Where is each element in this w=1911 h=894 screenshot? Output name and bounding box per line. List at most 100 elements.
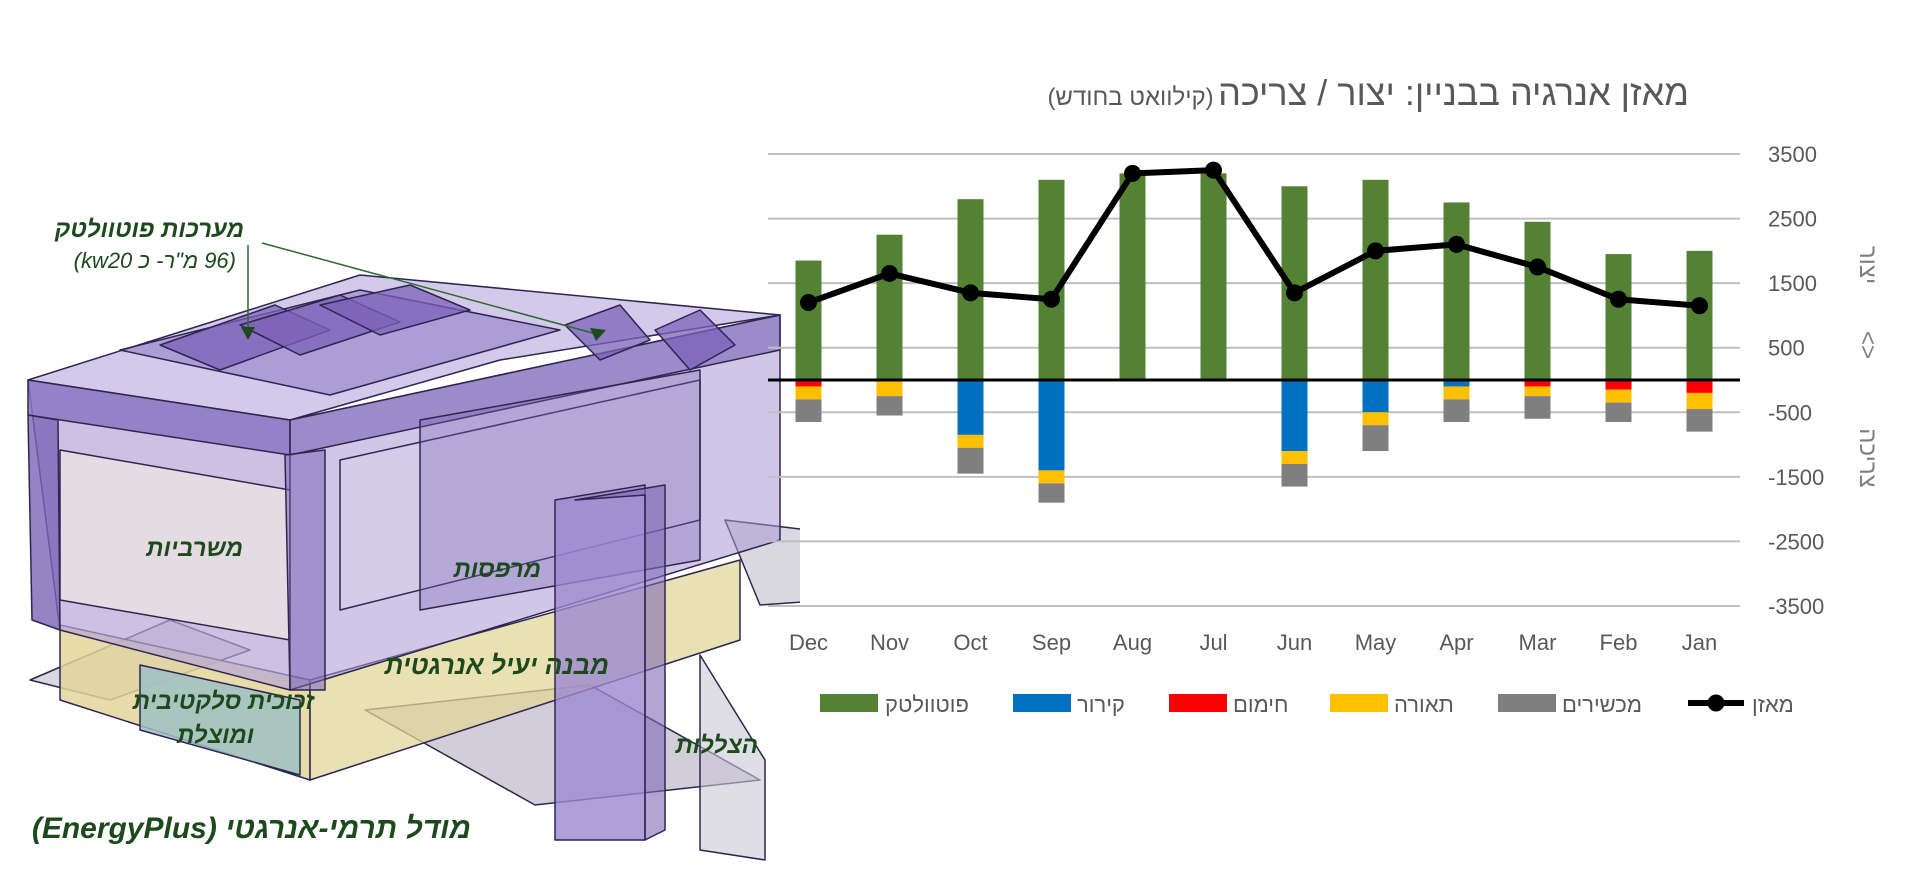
x-tick-labels: Dec Nov Oct Sep Aug Jul Jun May Apr Mar Feb Jan	[789, 630, 1717, 655]
y-tick-labels: 3500 2500 1500 500 -500 -1500 -2500 -3500	[1768, 142, 1824, 619]
y-tick-label: -500	[1768, 400, 1812, 425]
balance-line	[807, 167, 1700, 309]
y-tick-label: -3500	[1768, 594, 1824, 619]
bar-segment	[795, 260, 822, 380]
bar-segment	[1686, 250, 1713, 380]
efficient-building-label: מבנה יעיל אנרגטית	[384, 650, 609, 680]
x-tick-label: May	[1355, 630, 1397, 655]
legend-label: פוטוולטק	[885, 692, 969, 717]
y-axis-label-middle: <>	[1854, 331, 1881, 359]
glazing-label-line1: זכוכית סלקטיבית	[132, 688, 314, 715]
bar-segment	[957, 447, 984, 474]
x-tick-label: Dec	[789, 630, 828, 655]
bar-segment	[1038, 380, 1065, 471]
chart-title-main: מאזן אנרגיה בבניין: יצור / צריכה	[1218, 72, 1689, 113]
bar-segment	[876, 380, 903, 397]
bar-segment	[795, 380, 822, 387]
bar-segment	[795, 386, 822, 400]
bar-segment	[1038, 470, 1065, 484]
balance-point	[1286, 284, 1303, 302]
legend-label: מכשירים	[1562, 692, 1642, 717]
balconies-label: מרפסות	[453, 556, 541, 583]
bar-segment	[1524, 386, 1551, 397]
building-model-illustration	[27, 242, 800, 861]
model-title: מודל תרמי-אנרגטי (EnergyPlus)	[31, 812, 471, 845]
balance-point	[1205, 161, 1222, 179]
balance-point	[1448, 235, 1465, 253]
y-tick-label: -1500	[1768, 465, 1824, 490]
y-tick-label: 2500	[1768, 207, 1817, 232]
bar-segment	[957, 380, 984, 435]
legend-swatch	[1498, 694, 1556, 712]
bar-segment	[1605, 402, 1632, 422]
shading-label: הצללות	[675, 732, 758, 759]
balance-point	[881, 264, 898, 282]
x-tick-label: Jul	[1199, 630, 1227, 655]
bar-segment	[1686, 380, 1713, 393]
bar-segment	[795, 399, 822, 422]
bar-segment	[1443, 202, 1470, 380]
legend-swatch	[1169, 694, 1227, 712]
y-axis-label-top: יצור	[1854, 246, 1881, 284]
bar-segment	[1362, 425, 1389, 452]
bar-segment	[876, 234, 903, 380]
balance-point	[1124, 164, 1141, 182]
bar-segment	[1605, 389, 1632, 403]
bar-segment	[1443, 399, 1470, 422]
x-tick-label: Feb	[1600, 630, 1638, 655]
bar-segment	[1443, 386, 1470, 400]
bar-segment	[1605, 380, 1632, 390]
balance-point	[1367, 242, 1384, 260]
x-tick-label: Sep	[1032, 630, 1071, 655]
glazing-label-line2: ומוצלת	[177, 722, 254, 749]
balance-point	[1043, 290, 1060, 308]
legend: פוטוולטק קירור חימום תאורה מכשירים מאזן	[820, 692, 1794, 717]
bar-segment	[1362, 380, 1389, 413]
x-tick-label: Aug	[1113, 630, 1152, 655]
balance-line-group	[800, 161, 1708, 315]
bar-segment	[1038, 179, 1065, 380]
balance-point	[1691, 297, 1708, 315]
legend-swatch-marker	[1707, 694, 1725, 712]
bar-segment	[1281, 451, 1308, 464]
pv-label: מערכות פוטוולטק	[54, 216, 244, 243]
y-tick-label: 1500	[1768, 271, 1817, 296]
bar-segment	[1281, 463, 1308, 487]
legend-swatch	[820, 694, 878, 712]
legend-label: חימום	[1233, 692, 1289, 717]
x-tick-label: Apr	[1439, 630, 1473, 655]
bar-segment	[1686, 409, 1713, 432]
balance-point	[962, 284, 979, 302]
bars-group	[795, 173, 1713, 503]
bar-segment	[1524, 221, 1551, 380]
x-tick-label: Nov	[870, 630, 909, 655]
bar-segment	[1443, 380, 1470, 387]
bar-segment	[1119, 173, 1146, 380]
bar-segment	[876, 396, 903, 416]
x-tick-label: Jan	[1682, 630, 1717, 655]
legend-swatch	[1330, 694, 1388, 712]
balance-point	[1529, 258, 1546, 276]
bar-segment	[1038, 483, 1065, 503]
chart-title: מאזן אנרגיה בבניין: יצור / צריכה (קילווא…	[1047, 72, 1689, 114]
bar-segment	[1524, 380, 1551, 387]
legend-swatch	[1013, 694, 1071, 712]
mashrabiya-label: משרביות	[146, 535, 243, 562]
grid-lines	[768, 153, 1740, 607]
y-axis-labels: יצור <> צריכה	[1854, 246, 1881, 488]
y-axis-label-bottom: צריכה	[1854, 428, 1881, 487]
balance-point	[1610, 290, 1627, 308]
pv-sublabel: (96 מ"ר- כ kw20)	[73, 248, 236, 273]
bar-segment	[1362, 179, 1389, 380]
balance-point	[800, 294, 817, 312]
legend-label: קירור	[1077, 692, 1125, 717]
y-tick-label: 500	[1768, 336, 1805, 361]
bar-segment	[957, 434, 984, 448]
legend-label: מאזן	[1752, 692, 1794, 717]
bar-segment	[1524, 396, 1551, 419]
x-tick-label: Mar	[1519, 630, 1557, 655]
x-tick-label: Oct	[953, 630, 987, 655]
bar-segment	[1281, 380, 1308, 452]
y-tick-label: 3500	[1768, 142, 1817, 167]
